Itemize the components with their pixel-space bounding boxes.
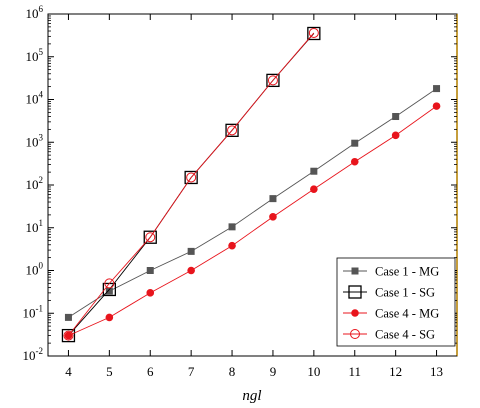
series-line <box>68 32 315 336</box>
y-tick-label: 104 <box>26 90 44 107</box>
data-point <box>61 328 76 343</box>
data-point <box>307 26 321 41</box>
data-point <box>392 113 400 121</box>
legend-marker <box>351 267 359 275</box>
legend: Case 1 - MG Case 1 - SG Case 4 - MG Case 4 … <box>336 257 456 347</box>
data-point <box>228 241 236 250</box>
data-point <box>269 213 277 221</box>
data-point <box>391 131 400 140</box>
data-point <box>64 331 73 340</box>
data-point <box>351 139 359 147</box>
data-point <box>184 170 198 185</box>
legend-marker <box>351 309 359 317</box>
data-point <box>104 278 115 289</box>
data-point <box>269 195 277 203</box>
legend-label: Case 1 - MG <box>375 265 439 279</box>
x-tick-label: 4 <box>65 364 72 379</box>
ticks: 4 5 6 7 8 9 10 11 12 13 10-2 10-1 100 101 102 103 104 105… <box>23 4 457 379</box>
y-tick-label: 102 <box>26 175 44 192</box>
data-point <box>310 167 318 175</box>
data-point <box>146 267 154 274</box>
x-tick-label: 11 <box>348 364 361 379</box>
data-point <box>228 223 236 231</box>
x-tick-label: 7 <box>188 364 195 379</box>
data-point <box>350 157 359 166</box>
x-tick-label: 6 <box>147 364 154 379</box>
y-tick-label: 101 <box>26 218 44 235</box>
data-point <box>266 73 280 88</box>
x-tick-label: 9 <box>270 364 277 379</box>
y-tick-label: 100 <box>26 261 44 278</box>
x-tick-label: 12 <box>389 364 402 379</box>
legend-label: Case 1 - SG <box>375 286 435 300</box>
data-point <box>187 247 195 255</box>
data-point <box>433 85 441 93</box>
y-tick-label: 103 <box>26 132 44 149</box>
legend-marker <box>348 285 362 299</box>
data-point <box>63 330 74 341</box>
series-case-4-sg <box>63 27 319 341</box>
legend-label: Case 4 - MG <box>375 307 439 321</box>
series-case-4-mg <box>64 102 441 340</box>
y-tick-label: 106 <box>26 4 44 21</box>
data-point <box>187 266 195 275</box>
data-point <box>227 125 238 136</box>
x-tick-label: 5 <box>106 364 113 379</box>
data-point <box>143 230 157 244</box>
x-tick-label: 8 <box>229 364 236 379</box>
legend-label: Case 4 - SG <box>375 328 435 342</box>
data-point <box>308 27 319 38</box>
x-tick-label: 10 <box>307 364 320 379</box>
x-axis-title: ngl <box>242 388 261 404</box>
data-point <box>225 123 239 137</box>
x-tick-label: 13 <box>430 364 443 379</box>
data-point <box>310 185 318 193</box>
y-tick-label: 10-2 <box>23 346 44 363</box>
data-point <box>105 287 113 295</box>
series-layer <box>61 26 441 343</box>
legend-marker <box>350 329 360 339</box>
y-tick-label: 10-1 <box>23 303 44 320</box>
series-line <box>68 88 437 318</box>
series-case-1-mg <box>64 85 441 321</box>
data-point <box>145 232 156 243</box>
data-point <box>186 172 197 183</box>
data-point <box>146 289 155 297</box>
data-point <box>105 313 114 322</box>
y-tick-label: 105 <box>26 47 44 64</box>
data-point <box>432 102 441 110</box>
data-point <box>267 75 278 86</box>
series-line <box>68 105 437 337</box>
data-point <box>64 313 72 321</box>
